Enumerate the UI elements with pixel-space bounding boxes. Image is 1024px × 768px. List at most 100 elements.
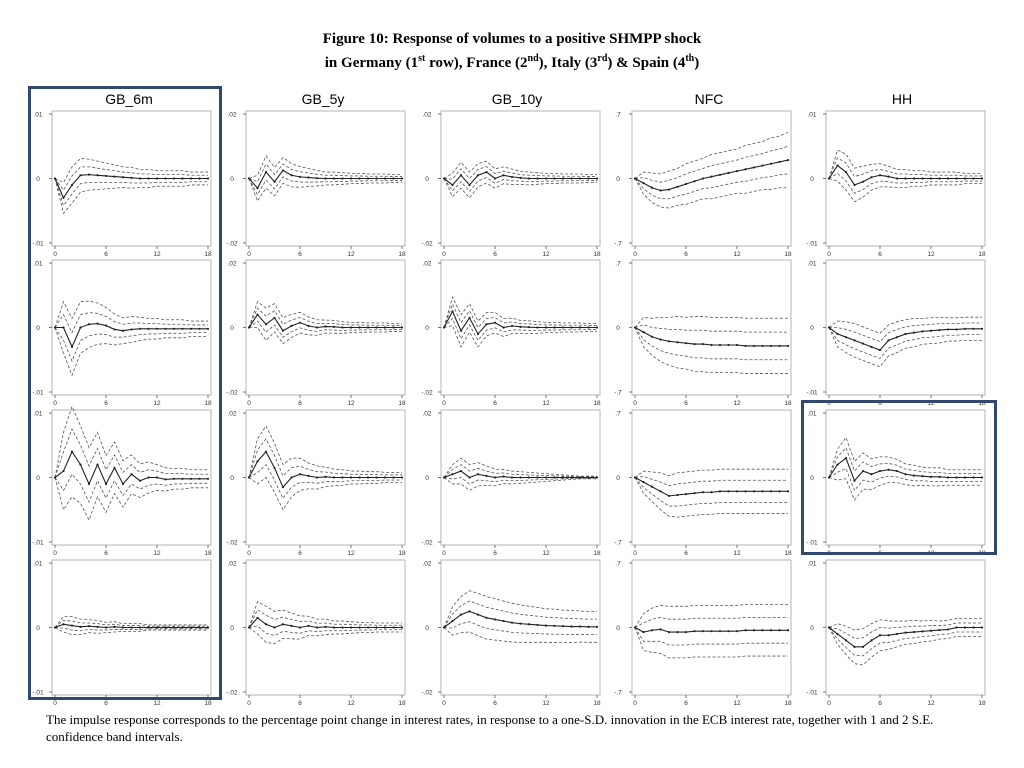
irf-point xyxy=(468,476,471,479)
irf-point xyxy=(544,177,548,180)
y-tick-label: -.01 xyxy=(806,690,818,697)
irf-point xyxy=(332,626,336,629)
x-tick-label: 18 xyxy=(593,550,601,557)
irf-point xyxy=(53,177,57,180)
band-lower-1se xyxy=(248,320,402,338)
panel-spain-gb-10y: .02 0 -.02 0 6 12 18 xyxy=(421,559,601,707)
irf-point xyxy=(578,177,582,180)
irf-point xyxy=(921,475,924,478)
irf-point xyxy=(164,327,167,330)
band-lower-2se xyxy=(54,178,208,215)
band-lower-1se xyxy=(54,627,208,632)
x-tick-label: 18 xyxy=(204,550,212,557)
irf-point xyxy=(206,626,210,629)
y-tick-label: .01 xyxy=(33,261,42,268)
irf-point xyxy=(273,626,276,629)
irf-point xyxy=(62,623,65,626)
irf-point xyxy=(247,326,251,329)
band-lower-2se xyxy=(248,627,402,645)
y-tick-label: 0 xyxy=(230,325,234,332)
irf-point xyxy=(70,345,74,348)
irf-point xyxy=(778,160,781,164)
irf-point xyxy=(315,326,319,329)
irf-point xyxy=(181,626,184,629)
irf-point xyxy=(256,313,259,316)
irf-point xyxy=(189,477,193,480)
irf-point xyxy=(247,626,251,629)
irf-point xyxy=(844,336,848,339)
irf-point xyxy=(861,645,865,648)
irf-point xyxy=(827,326,831,329)
irf-point xyxy=(79,463,82,466)
irf-point xyxy=(476,332,480,336)
irf-point xyxy=(383,177,387,180)
band-upper-2se xyxy=(634,132,789,179)
y-tick-label: -.01 xyxy=(806,241,818,248)
irf-point xyxy=(87,482,91,486)
irf-point xyxy=(96,174,99,177)
irf-point xyxy=(710,630,713,633)
irf-point xyxy=(451,473,454,476)
irf-point xyxy=(595,326,599,329)
irf-point xyxy=(315,177,319,180)
irf-point xyxy=(502,174,505,177)
irf-point xyxy=(324,177,327,180)
irf-point xyxy=(786,344,790,348)
irf-point xyxy=(256,460,259,463)
panel-spain-nfc: .7 0 -.7 0 6 12 18 xyxy=(614,559,792,707)
irf-point xyxy=(761,629,764,632)
column-header-hh: HH xyxy=(891,91,913,107)
irf-point xyxy=(701,630,705,633)
irf-point xyxy=(281,169,285,172)
band-upper-2se xyxy=(634,604,788,628)
irf-point xyxy=(836,463,839,466)
irf-point xyxy=(341,326,344,329)
irf-point xyxy=(79,326,82,329)
y-tick-label: 0 xyxy=(425,325,429,332)
band-upper-1se xyxy=(248,609,402,628)
x-tick-label: 12 xyxy=(542,700,550,707)
irf-point xyxy=(451,183,454,187)
irf-point xyxy=(744,168,747,171)
irf-point xyxy=(659,490,662,493)
irf-point xyxy=(786,490,790,493)
y-tick-label: -.01 xyxy=(32,241,44,248)
band-upper-2se xyxy=(248,301,402,328)
irf-point xyxy=(198,626,201,629)
irf-point xyxy=(887,634,890,637)
irf-point xyxy=(972,177,975,180)
x-tick-label: 6 xyxy=(684,700,688,707)
x-tick-label: 18 xyxy=(978,400,986,407)
irf-point xyxy=(786,158,790,162)
band-upper-2se xyxy=(443,160,597,179)
irf-point xyxy=(113,175,116,178)
irf-point xyxy=(400,626,404,629)
y-tick-label: 0 xyxy=(36,176,40,183)
irf-point xyxy=(519,622,522,625)
irf-point xyxy=(341,177,344,180)
irf-point xyxy=(510,324,514,327)
irf-point xyxy=(693,630,696,633)
irf-point xyxy=(281,329,285,332)
irf-point xyxy=(659,338,662,341)
y-tick-label: 0 xyxy=(616,176,620,183)
irf-point xyxy=(861,180,865,183)
y-tick-label: .02 xyxy=(422,561,431,568)
irf-point xyxy=(79,625,82,628)
x-tick-label: 6 xyxy=(878,400,882,407)
irf-point xyxy=(273,180,276,183)
irf-point xyxy=(527,177,531,180)
irf-point xyxy=(87,625,91,628)
y-tick-label: -.02 xyxy=(226,390,238,397)
irf-point xyxy=(113,466,116,469)
irf-point xyxy=(921,330,924,333)
irf-point xyxy=(315,476,319,479)
irf-point xyxy=(104,626,108,629)
band-upper-1se xyxy=(248,163,402,183)
irf-point xyxy=(400,476,404,479)
irf-point xyxy=(642,631,645,634)
x-tick-label: 6 xyxy=(298,550,302,557)
irf-point xyxy=(307,176,310,179)
y-tick-label: -.02 xyxy=(421,241,433,248)
irf-point xyxy=(929,629,933,632)
